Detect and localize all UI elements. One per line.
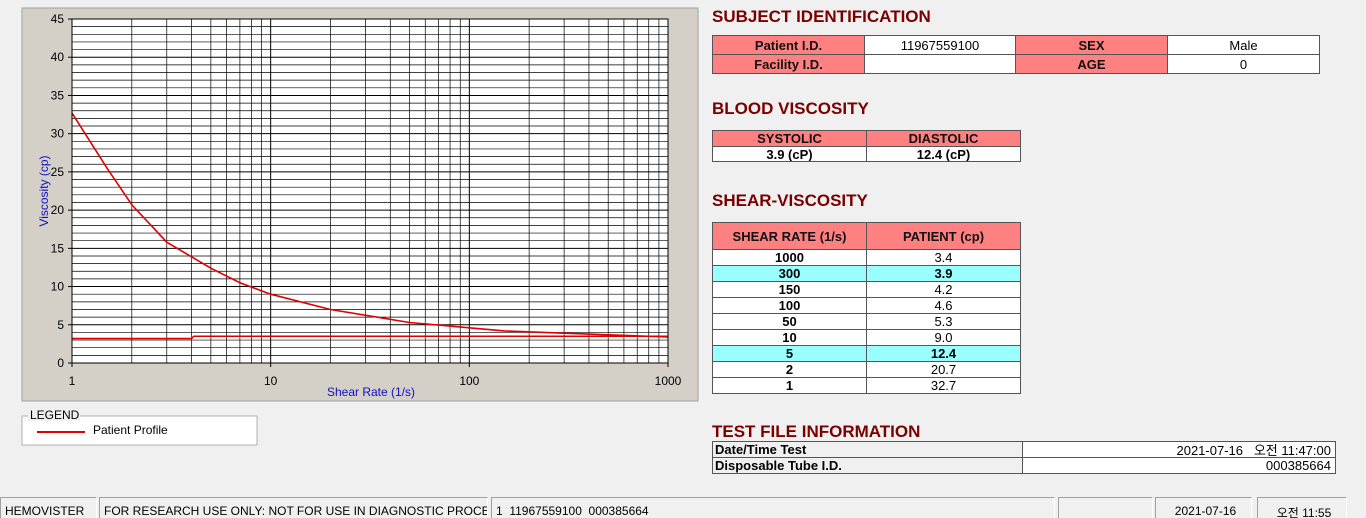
field-value: Male (1167, 35, 1320, 55)
column-header: SYSTOLIC (712, 130, 867, 147)
file-value: 2021-07-16 오전 11:47:00 (1022, 441, 1336, 458)
series-line (72, 335, 668, 340)
status-pane: 2021-07-16 (1155, 497, 1252, 518)
value-cell: 12.4 (cP) (866, 146, 1021, 162)
section-title: SUBJECT IDENTIFICATION (712, 7, 931, 26)
x-tick-label: 100 (459, 374, 479, 388)
plot-border (71, 18, 669, 364)
patient-cell: 3.9 (866, 265, 1021, 282)
field-label: AGE (1015, 54, 1168, 74)
patient-cell: 20.7 (866, 361, 1021, 378)
shear-rate-cell: 2 (712, 361, 867, 378)
legend-label: Patient Profile (93, 423, 168, 437)
y-axis-label: Viscosity (cp) (37, 155, 51, 226)
shear-rate-cell: 5 (712, 345, 867, 362)
y-tick-label: 30 (51, 127, 65, 141)
file-value: 000385664 (1022, 457, 1336, 474)
shear-rate-cell: 150 (712, 281, 867, 298)
shear-rate-cell: 1 (712, 377, 867, 394)
section-title: BLOOD VISCOSITY (712, 99, 869, 118)
grid (71, 18, 669, 364)
series-layer (71, 112, 669, 340)
field-label: SEX (1015, 35, 1168, 55)
section-title: TEST FILE INFORMATION (712, 422, 921, 441)
shear-rate-cell: 100 (712, 297, 867, 314)
column-header: SHEAR RATE (1/s) (712, 222, 867, 250)
patient-cell: 5.3 (866, 313, 1021, 330)
field-value: 11967559100 (864, 35, 1016, 55)
status-pane: HEMOVISTER (0, 497, 97, 518)
status-pane (1058, 497, 1153, 518)
status-pane: 오전 11:55 (1257, 497, 1347, 518)
plot-area (72, 19, 668, 363)
legend-title-bg (28, 409, 80, 421)
y-tick-label: 0 (57, 356, 64, 370)
patient-cell: 9.0 (866, 329, 1021, 346)
patient-cell: 12.4 (866, 345, 1021, 362)
status-pane: 1 11967559100 000385664 (491, 497, 1055, 518)
shear-rate-cell: 10 (712, 329, 867, 346)
field-value (864, 54, 1016, 74)
shear-rate-cell: 300 (712, 265, 867, 282)
file-label: Date/Time Test (712, 441, 1023, 458)
column-header: DIASTOLIC (866, 130, 1021, 147)
field-label: Patient I.D. (712, 35, 865, 55)
file-label: Disposable Tube I.D. (712, 457, 1023, 474)
legend-title: LEGEND (30, 408, 80, 422)
y-tick-label: 10 (51, 280, 65, 294)
y-tick-label: 35 (51, 88, 65, 102)
column-header: PATIENT (cp) (866, 222, 1021, 250)
status-pane: FOR RESEARCH USE ONLY: NOT FOR USE IN DI… (99, 497, 488, 518)
shear-rate-cell: 1000 (712, 249, 867, 266)
chart-panel: Shear Rate (1/s) Viscosity (cp) LEGEND P… (21, 7, 699, 446)
field-label: Facility I.D. (712, 54, 865, 74)
patient-cell: 3.4 (866, 249, 1021, 266)
x-axis-label: Shear Rate (1/s) (327, 385, 415, 399)
y-tick-label: 45 (51, 12, 65, 26)
y-tick-label: 15 (51, 241, 65, 255)
section-title: SHEAR-VISCOSITY (712, 191, 868, 210)
patient-cell: 4.6 (866, 297, 1021, 314)
y-tick-label: 5 (57, 318, 64, 332)
shear-rate-cell: 50 (712, 313, 867, 330)
x-tick-label: 1 (69, 374, 76, 388)
patient-cell: 4.2 (866, 281, 1021, 298)
x-tick-label: 1000 (655, 374, 682, 388)
y-tick-label: 40 (51, 50, 65, 64)
value-cell: 3.9 (cP) (712, 146, 867, 162)
series-line (71, 112, 669, 338)
y-tick-label: 25 (51, 165, 65, 179)
patient-cell: 32.7 (866, 377, 1021, 394)
field-value: 0 (1167, 54, 1320, 74)
x-tick-label: 10 (264, 374, 278, 388)
y-tick-label: 20 (51, 203, 65, 217)
